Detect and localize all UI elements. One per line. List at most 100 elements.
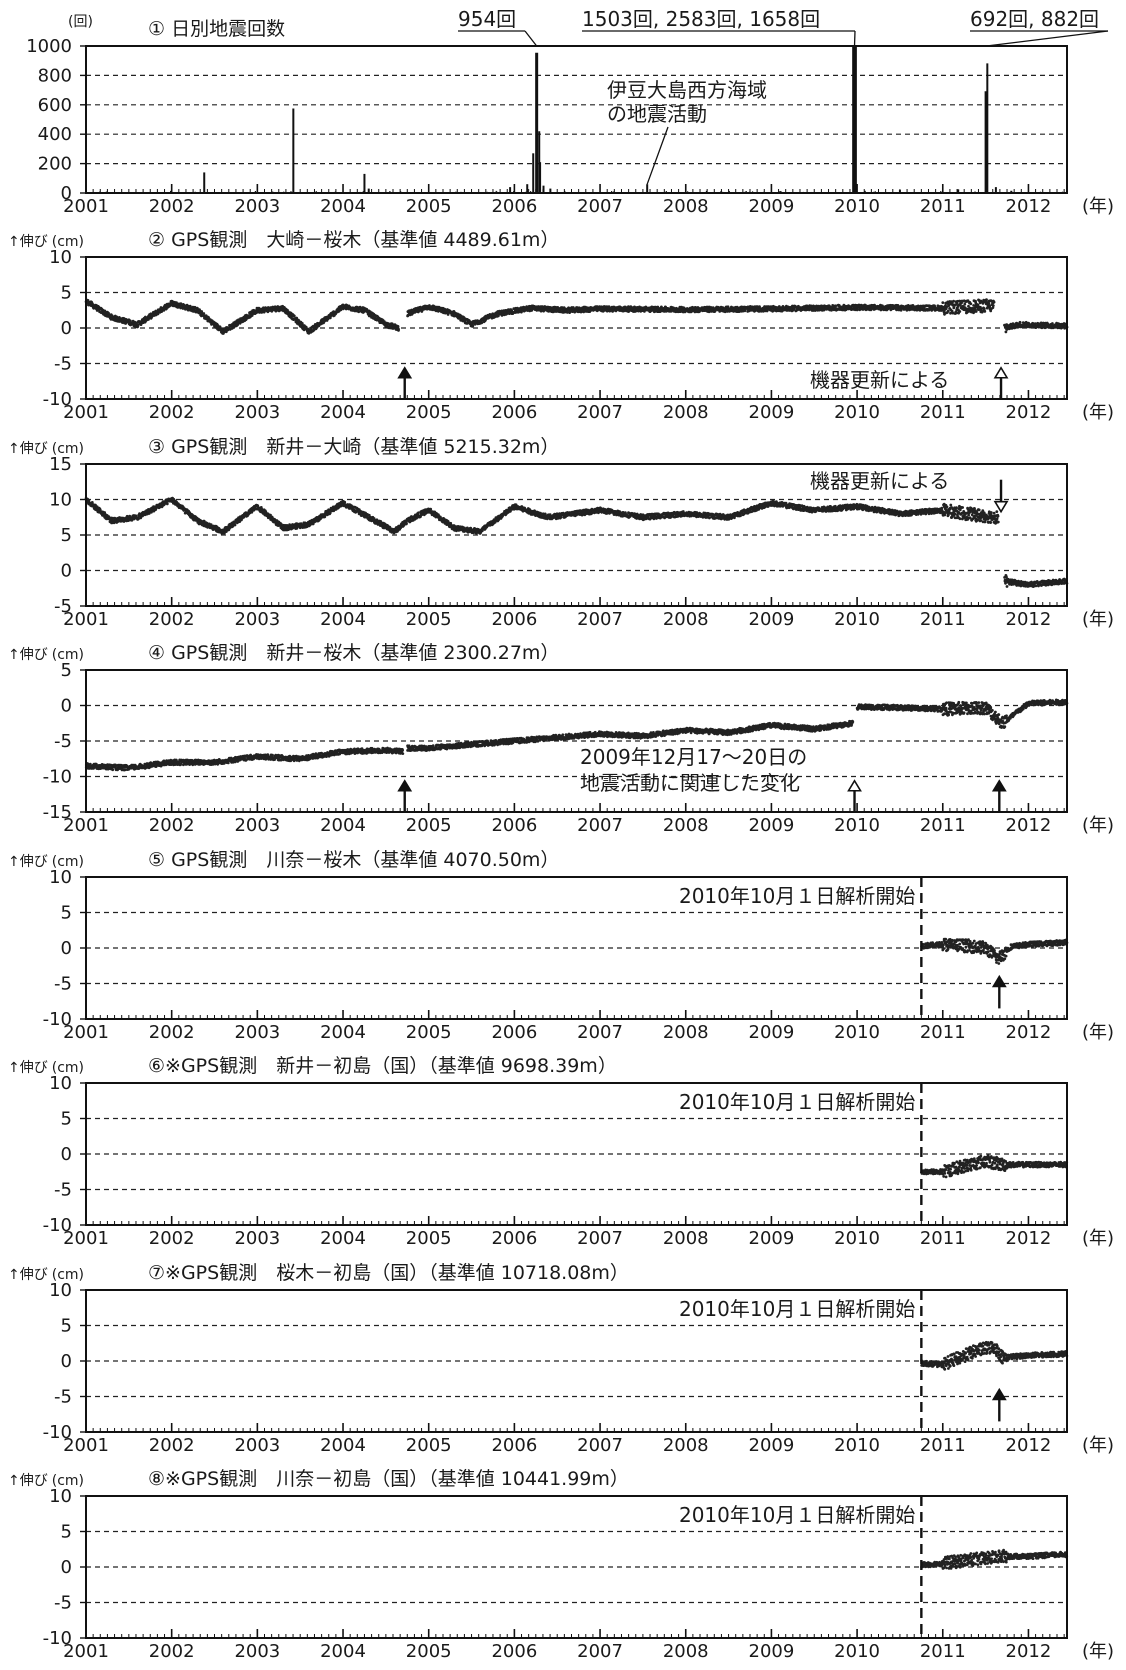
y-tick-label: 400 [38,124,72,145]
y-tick-label: 5 [61,283,72,304]
x-tick-label: 2002 [149,196,195,217]
x-tick-label: 2003 [234,609,280,630]
x-axis-unit: (年) [1082,609,1114,630]
x-tick-label: 2005 [406,196,452,217]
data-point [175,301,178,304]
x-axis-unit: (年) [1082,402,1114,423]
x-tick-label: 2010 [834,196,880,217]
x-tick-label: 2001 [63,402,109,423]
data-point [985,298,988,302]
x-tick-label: 2006 [491,609,537,630]
x-tick-label: 2012 [1006,402,1052,423]
chart-panel-2: -10 -5 0 5 10 2001 2002 2003 2004 2005 2006 2007 200… [8,229,1114,423]
data-point [991,304,995,307]
x-tick-label: 2002 [149,609,195,630]
y-tick-label: 15 [49,454,72,475]
annotation-text: 伊豆大島西方海域 [607,78,767,102]
data-point [946,309,950,313]
data-point [743,309,747,313]
y-tick-label: 800 [38,65,72,86]
data-point [941,301,945,304]
chart-panel-1: 0 200 400 600 800 1000 2001 2002 2003 2004 2005 200… [26,7,1114,217]
x-tick-label: 2009 [749,402,795,423]
annotation-text: 機器更新による [810,368,949,392]
x-tick-label: 2001 [63,196,109,217]
x-tick-label: 2007 [577,196,623,217]
x-tick-label: 2012 [1006,609,1052,630]
data-point [471,324,475,328]
y-tick-label: 0 [61,318,72,339]
data-point [159,306,163,309]
y-tick-label: 10 [49,490,72,511]
x-tick-label: 2007 [577,609,623,630]
y-axis-unit: ↑伸び (cm) [8,441,84,457]
x-tick-label: 2005 [406,402,452,423]
x-tick-label: 2004 [320,402,366,423]
x-tick-label: 2008 [663,402,709,423]
leader-line [986,30,1109,47]
leader-line [646,126,669,185]
data-point [202,312,206,315]
y-tick-label: 5 [61,525,72,546]
x-tick-label: 2005 [406,609,452,630]
data-point [1018,320,1022,324]
data-point [397,327,400,331]
data-point [323,515,327,519]
x-tick-label: 2003 [234,196,280,217]
data-point [947,304,951,307]
data-point [1004,330,1008,334]
data-point [834,304,838,308]
y-tick-label: 600 [38,95,72,116]
data-point [958,310,962,313]
data-point [952,299,955,303]
data-point [952,306,956,310]
ceiling-count-label: 954回 [458,7,516,31]
x-tick-label: 2010 [834,402,880,423]
data-point [233,523,237,527]
x-tick-label: 2008 [663,609,709,630]
filled-arrow-head [397,366,413,379]
y-tick-label: -5 [54,354,72,375]
y-tick-label: 0 [61,183,72,204]
panel-title: ② GPS観測 大崎－桜木（基準値 4489.61m） [148,229,559,251]
y-tick-label: 1000 [26,36,72,57]
y-tick-label: 200 [38,154,72,175]
y-axis-unit: (回) [68,14,93,30]
x-tick-label: 2003 [234,402,280,423]
plot-frame [85,45,1068,194]
x-tick-label: 2007 [577,402,623,423]
x-tick-label: 2004 [320,609,366,630]
data-point [992,300,996,304]
y-tick-label: -10 [43,389,72,410]
x-tick-label: 2006 [491,196,537,217]
panel-title: ③ GPS観測 新井－大崎（基準値 5215.32m） [148,436,559,458]
x-tick-label: 2002 [149,402,195,423]
x-tick-label: 2006 [491,402,537,423]
x-tick-label: 2011 [920,609,966,630]
data-point [396,325,400,328]
x-tick-label: 2004 [320,196,366,217]
data-point [188,304,192,308]
x-tick-label: 2012 [1006,196,1052,217]
x-tick-label: 2010 [834,609,880,630]
data-point [343,500,347,504]
data-point [162,309,166,312]
data-point [963,302,967,306]
y-tick-label: 10 [49,247,72,268]
annotation-text: の地震活動 [607,102,707,126]
x-tick-label: 2009 [749,609,795,630]
x-tick-label: 2009 [749,196,795,217]
data-point [969,302,973,306]
data-point [136,324,140,328]
ceiling-count-label: 1503回, 2583回, 1658回 [582,7,820,31]
data-point [128,319,132,323]
ceiling-count-label: 692回, 882回 [970,7,1099,31]
x-tick-label: 2008 [663,196,709,217]
data-point [86,299,90,302]
open-arrow-head [993,366,1009,379]
data-point [983,310,987,313]
x-tick-label: 2011 [920,402,966,423]
data-point [165,502,169,506]
